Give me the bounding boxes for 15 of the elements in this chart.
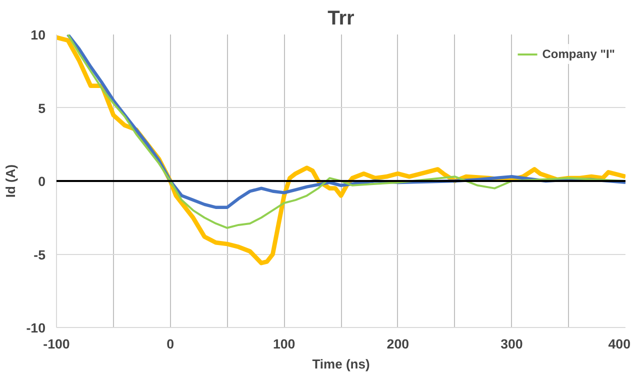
x-tick-label: 100 — [272, 336, 296, 352]
x-axis-title: Time (ns) — [312, 356, 370, 372]
legend-label: Company "I" — [542, 47, 615, 61]
y-tick-label: -5 — [34, 247, 46, 262]
chart-title: Trr — [328, 8, 355, 30]
y-tick-label: -10 — [26, 320, 46, 336]
x-tick-label: 300 — [500, 336, 523, 352]
y-tick-label: 5 — [38, 100, 46, 116]
x-tick-label: 200 — [386, 336, 410, 352]
y-tick-label: 10 — [30, 28, 46, 42]
x-tick-label: -100 — [43, 336, 70, 352]
x-tick-label: 400 — [608, 336, 631, 352]
y-tick-label: 0 — [38, 174, 46, 189]
x-tick-label: 0 — [166, 336, 174, 352]
y-axis-title: Id (A) — [3, 164, 18, 198]
